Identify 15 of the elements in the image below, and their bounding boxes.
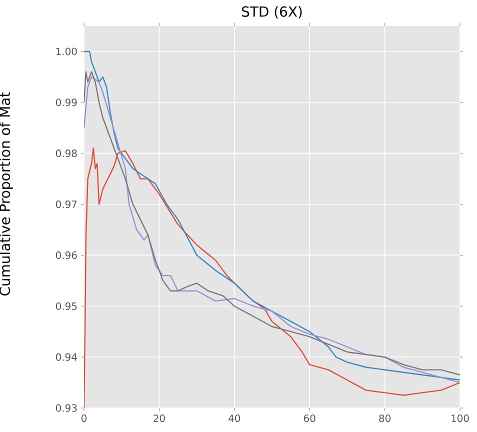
x-tick-label: 40 [228, 414, 240, 422]
chart-title: STD (6X) [242, 6, 302, 19]
y-tick-label: 0.96 [56, 251, 77, 259]
y-tick-label: 0.93 [56, 404, 77, 412]
x-tick-label: 60 [304, 414, 316, 422]
y-tick-label: 0.94 [56, 353, 77, 361]
x-tick-label: 20 [154, 414, 165, 422]
y-tick-label: 0.98 [56, 150, 77, 158]
x-tick-label: 0 [81, 414, 87, 422]
y-tick-label: 1.00 [56, 48, 77, 56]
y-tick-label: 0.95 [56, 302, 77, 310]
y-tick-label: 0.97 [56, 200, 77, 208]
y-tick-label: 0.99 [56, 98, 77, 106]
x-tick-label: 80 [379, 414, 390, 422]
x-tick-label: 100 [452, 414, 469, 422]
